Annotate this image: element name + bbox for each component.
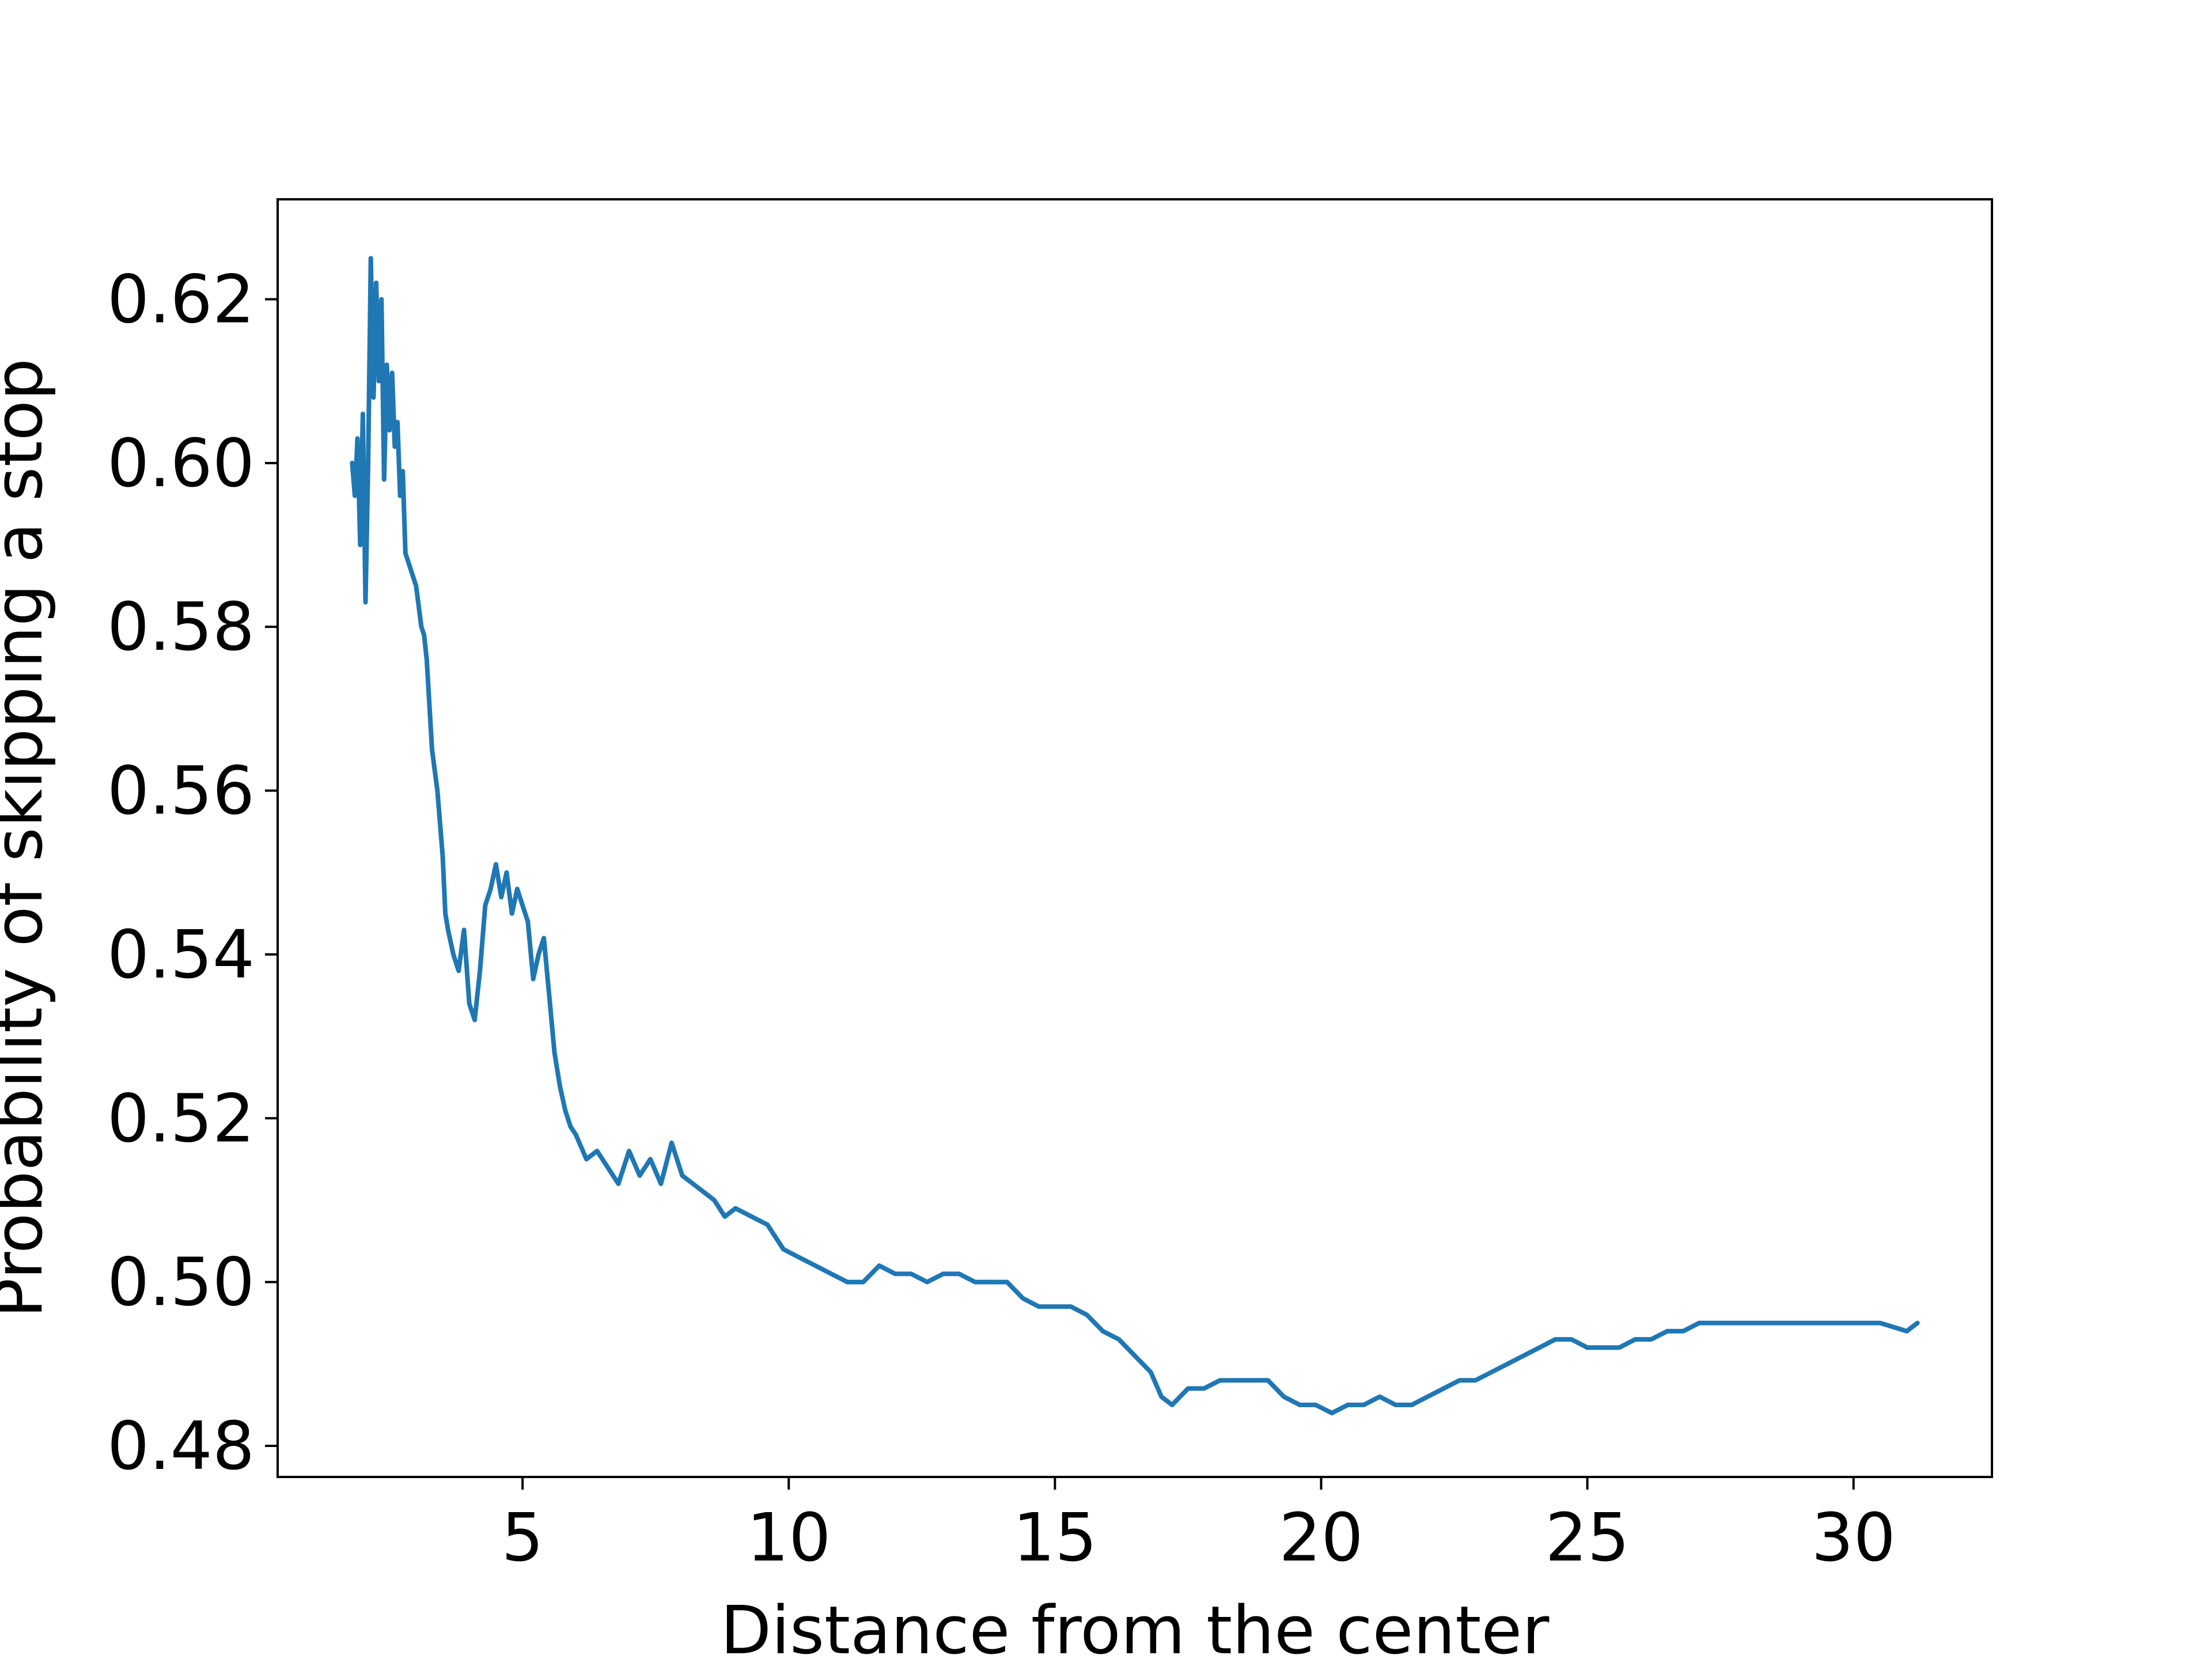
x-tick-label: 25: [1545, 1499, 1629, 1577]
x-tick-label: 15: [1013, 1499, 1097, 1577]
x-tick-label: 5: [502, 1499, 544, 1577]
y-tick-label: 0.52: [107, 1080, 255, 1157]
plot-layer: [350, 256, 1920, 1416]
y-tick-label: 0.56: [107, 753, 255, 830]
y-tick-label: 0.60: [107, 425, 255, 502]
y-tick-label: 0.50: [107, 1244, 255, 1321]
y-tick-label: 0.58: [107, 589, 255, 666]
y-tick-label: 0.54: [107, 916, 255, 994]
x-axis-title: Distance from the center: [721, 1592, 1550, 1659]
x-tick-label: 10: [747, 1499, 831, 1577]
axes-frame: [276, 198, 1993, 1478]
y-tick-label: 0.48: [107, 1408, 255, 1485]
x-tick-label: 20: [1279, 1499, 1363, 1577]
y-axis-title: Probability of skipping a stop: [0, 358, 58, 1318]
series-line: [350, 256, 1920, 1416]
x-tick-label: 30: [1812, 1499, 1896, 1577]
y-axis-ticks: 0.48 0.50 0.52 0.54 0.56 0.58 0.60 0.62: [107, 261, 278, 1485]
x-axis-ticks: 5 10 15 20 25 30: [502, 1477, 1896, 1577]
y-tick-label: 0.62: [107, 261, 255, 338]
